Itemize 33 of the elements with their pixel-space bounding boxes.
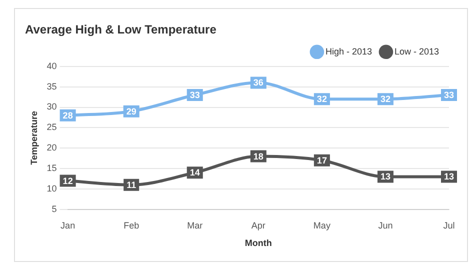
data-label: 14: [190, 168, 200, 178]
y-tick-label: 10: [46, 183, 57, 194]
x-tick-label: May: [313, 220, 331, 230]
y-tick-label: 35: [46, 81, 57, 92]
y-tick-label: 30: [46, 102, 57, 112]
x-tick-label: Jan: [60, 220, 76, 230]
y-tick-label: 40: [46, 60, 57, 71]
data-label: 28: [62, 110, 73, 120]
data-label: 18: [253, 151, 264, 162]
x-tick-label: Jul: [443, 220, 455, 230]
data-label: 32: [316, 94, 327, 104]
data-label: 13: [444, 172, 454, 182]
chart-title: Average High & Low Temperature: [25, 22, 217, 37]
legend-label: Low - 2013: [394, 46, 439, 56]
x-axis-title: Month: [244, 238, 272, 248]
data-label: 13: [380, 172, 390, 182]
data-label: 12: [62, 176, 73, 186]
y-tick-label: 15: [46, 163, 57, 174]
legend-label: High - 2013: [325, 46, 372, 56]
y-tick-label: 25: [46, 122, 57, 132]
data-label: 29: [126, 106, 136, 116]
data-label: 36: [253, 78, 264, 88]
x-tick-label: Feb: [124, 220, 140, 230]
data-label: 33: [190, 90, 200, 100]
y-axis-title: Temperature: [28, 110, 39, 165]
y-tick-label: 20: [46, 142, 57, 153]
x-tick-label: Jun: [378, 220, 393, 230]
data-label: 11: [126, 180, 136, 190]
data-label: 32: [380, 94, 390, 104]
x-tick-label: Apr: [251, 220, 266, 230]
y-tick-label: 5: [52, 204, 57, 214]
data-label: 17: [316, 155, 327, 166]
x-tick-label: Mar: [187, 220, 203, 230]
